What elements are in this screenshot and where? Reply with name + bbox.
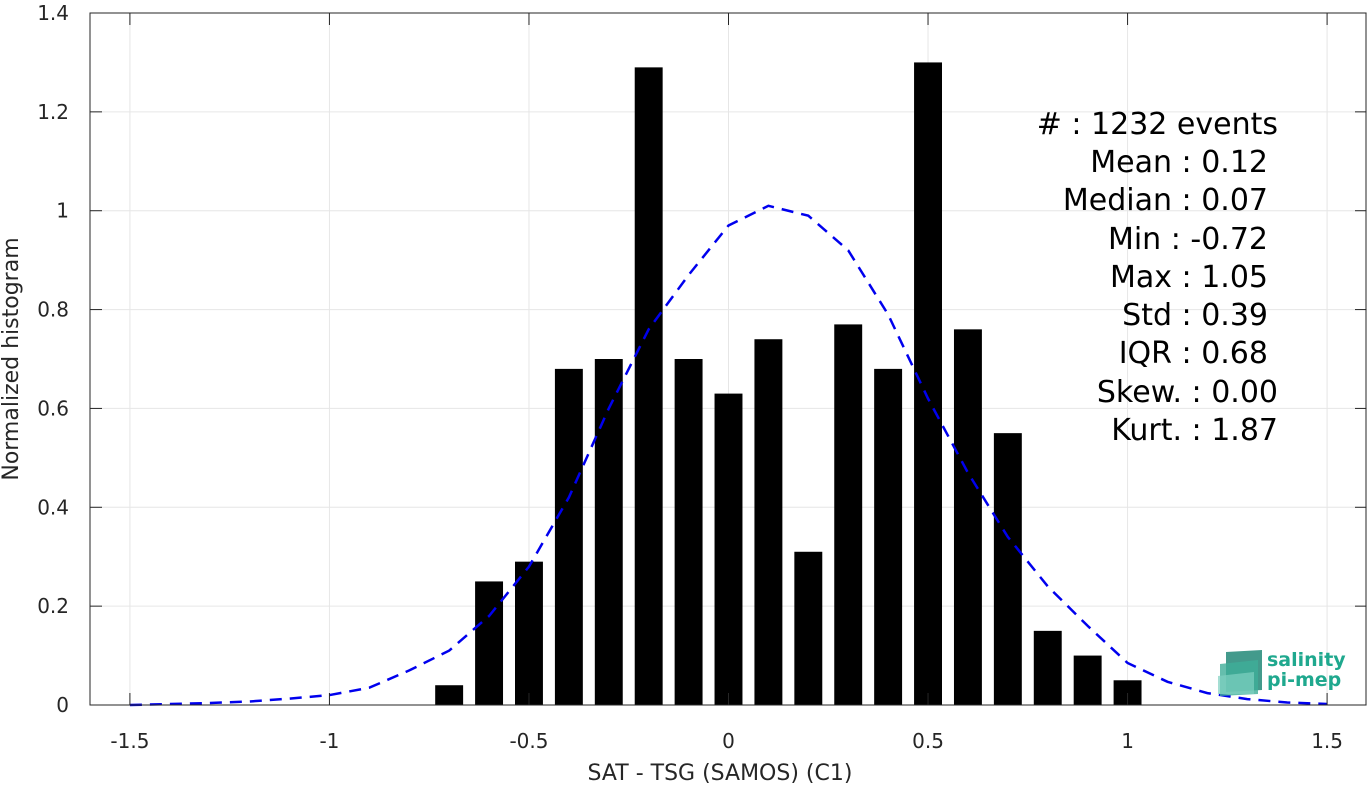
- y-tick-labels: 0 0.2 0.4 0.6 0.8 1 1.2 1.4: [37, 1, 69, 717]
- stat-skew: Skew. : 0.00: [1097, 375, 1278, 410]
- histogram-bar: [794, 551, 823, 705]
- y-tick-label: 0.6: [37, 396, 69, 420]
- x-tick-labels: -1.5 -1 -0.5 0 0.5 1 1.5: [110, 729, 1343, 753]
- histogram-bar: [674, 359, 703, 705]
- y-tick-label: 0.8: [37, 298, 69, 322]
- y-tick-label: 1.4: [37, 1, 69, 25]
- histogram-bar: [554, 368, 583, 705]
- histogram-bar: [754, 339, 783, 705]
- stat-events: # : 1232 events: [1037, 107, 1278, 142]
- histogram-bar: [834, 324, 863, 705]
- y-tick-label: 0: [56, 693, 69, 717]
- x-tick-label: 0.5: [912, 729, 944, 753]
- stat-max: Max : 1.05: [1110, 260, 1268, 295]
- y-tick-label: 0.4: [37, 495, 69, 519]
- histogram-bars: [435, 62, 1142, 705]
- histogram-bar: [594, 359, 623, 705]
- wave-logo-icon: [1218, 650, 1262, 696]
- x-tick-label: -1.5: [110, 729, 149, 753]
- gaussian-fit-line: [129, 204, 1328, 707]
- histogram-bar: [714, 393, 743, 705]
- histogram-bar: [874, 368, 903, 705]
- histogram-bar: [475, 581, 504, 705]
- histogram-bar: [634, 67, 663, 705]
- stat-median: Median : 0.07: [1063, 183, 1268, 218]
- logo-line1: salinity: [1267, 649, 1346, 671]
- histogram-bar: [1073, 655, 1102, 705]
- histogram-bar: [953, 329, 982, 705]
- x-tick-label: -1: [319, 729, 339, 753]
- y-tick-label: 1.2: [37, 100, 69, 124]
- stat-std: Std : 0.39: [1122, 298, 1268, 333]
- stat-iqr: IQR : 0.68: [1119, 336, 1268, 371]
- y-tick-label: 1: [56, 199, 69, 223]
- x-tick-label: 1.5: [1311, 729, 1343, 753]
- stat-min: Min : -0.72: [1108, 222, 1268, 257]
- x-axis-label: SAT - TSG (SAMOS) (C1): [588, 761, 853, 785]
- x-tick-label: -0.5: [509, 729, 548, 753]
- salinity-pi-mep-logo: salinity pi-mep: [1218, 649, 1346, 696]
- histogram-bar: [515, 561, 543, 705]
- stat-kurt: Kurt. : 1.87: [1111, 413, 1278, 448]
- stat-mean: Mean : 0.12: [1090, 145, 1268, 180]
- histogram-bar: [993, 433, 1022, 705]
- axis-ticks: [90, 12, 1366, 706]
- logo-line2: pi-mep: [1267, 669, 1341, 691]
- histogram-bar: [1033, 630, 1062, 705]
- y-axis-label: Normalized histogram: [0, 237, 24, 480]
- stats-annotation: # : 1232 events Mean : 0.12 Median : 0.0…: [1037, 107, 1278, 448]
- x-tick-label: 1: [1121, 729, 1134, 753]
- grid-lines: [90, 12, 1367, 706]
- histogram-bar: [435, 685, 464, 705]
- histogram-bar: [914, 62, 942, 705]
- y-tick-label: 0.2: [37, 594, 69, 618]
- x-tick-label: 0: [722, 729, 735, 753]
